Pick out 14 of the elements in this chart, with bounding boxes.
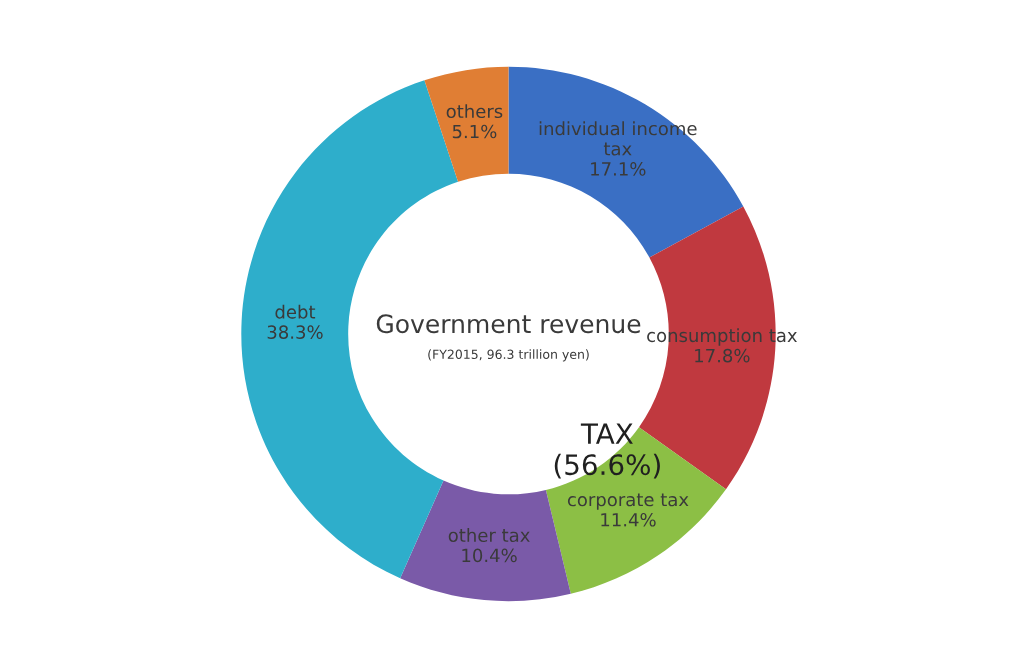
- donut-slice: [508, 66, 744, 258]
- data-label: 5.1%: [452, 124, 497, 139]
- slice-label: corporate tax: [567, 493, 689, 510]
- donut-slice: [424, 66, 509, 182]
- data-label: 17.8%: [695, 348, 750, 363]
- data-label: 17.1%: [591, 162, 646, 176]
- slice-label: debt: [275, 304, 316, 319]
- text: (FY2015, 96.3 trillion yen): [428, 349, 589, 362]
- slice-label: other tax: [448, 528, 530, 543]
- text: Government revenue: [376, 314, 641, 334]
- data-label: 38.3%: [267, 325, 323, 339]
- data-label: 10.4%: [462, 548, 517, 563]
- slice-label: others: [446, 104, 503, 119]
- data-label: 11.4%: [601, 512, 656, 527]
